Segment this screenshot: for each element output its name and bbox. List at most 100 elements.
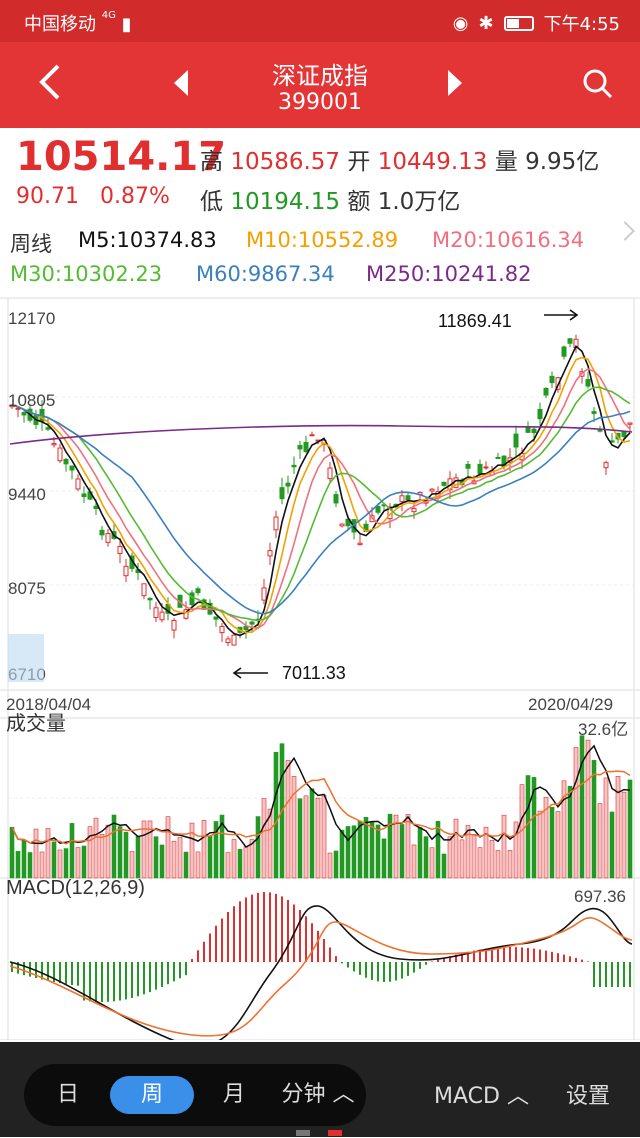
volume-bar	[201, 820, 207, 879]
volume-bar	[471, 834, 477, 879]
ma60-label: M60:9867.34	[196, 262, 335, 286]
open-value: 10449.13	[377, 149, 488, 175]
volume-bar	[225, 852, 231, 879]
candle-body	[249, 621, 255, 625]
candle-body	[219, 625, 225, 634]
volume-bar	[213, 821, 219, 879]
candle-body	[297, 445, 303, 450]
candle-body	[75, 478, 81, 490]
volume-bar	[459, 839, 465, 879]
arrow-right-icon	[544, 309, 579, 321]
candle-body	[375, 506, 381, 513]
network-type: 4G	[101, 10, 116, 21]
bottom-bar: 日 周 月 分钟 ︿ MACD ︿ 设置	[0, 1042, 640, 1137]
chevron-up-icon: ︿	[506, 1084, 529, 1109]
candle-body	[291, 464, 297, 468]
battery-icon	[503, 15, 534, 31]
date-start: 2018/04/04	[6, 695, 91, 714]
search-icon	[583, 69, 613, 99]
macd-dea-line	[9, 917, 633, 1037]
volume-bars	[9, 735, 633, 879]
macd-lines	[9, 905, 633, 1040]
candle-body	[279, 487, 285, 500]
candle-body	[285, 482, 291, 487]
volume-bar	[555, 811, 561, 879]
expand-handle[interactable]	[8, 634, 44, 682]
volume-bar	[393, 814, 399, 879]
volume-label: 量	[494, 149, 518, 175]
volume-bar	[57, 849, 63, 879]
quote-row-2: 低 10194.15 额 1.0万亿	[200, 182, 460, 216]
macd-dif-line	[9, 905, 633, 1040]
macd-bars	[11, 892, 631, 1002]
volume-bar	[105, 824, 111, 879]
period-tabs: 日 周 月 分钟 ︿	[24, 1064, 366, 1126]
y-tick-label: 9440	[8, 485, 46, 504]
clock: 下午4:55	[543, 14, 620, 35]
low-label: 低	[200, 189, 223, 215]
volume-bar	[561, 780, 567, 879]
candle-body	[213, 616, 219, 620]
volume-bar	[339, 829, 345, 879]
candle-body	[147, 597, 153, 601]
y-tick-label: 10805	[8, 391, 55, 410]
volume-bar	[609, 811, 615, 879]
settings-button[interactable]: 设置	[566, 1084, 611, 1109]
back-button[interactable]	[36, 62, 64, 109]
kline-chart[interactable]: 12170 10805 9440 8075 6710 11869.41 7011…	[0, 294, 640, 1040]
candle-body	[465, 463, 471, 469]
volume-bar	[33, 828, 39, 879]
volume-bar	[69, 823, 75, 879]
price-change: 90.71 0.87%	[16, 184, 170, 209]
volume-bar	[87, 826, 93, 879]
volume-bar	[9, 826, 15, 879]
tab-minute[interactable]: 分钟 ︿	[274, 1076, 362, 1114]
volume-bar	[51, 841, 57, 879]
candle-body	[339, 523, 345, 527]
volume-bar	[573, 747, 579, 879]
signal-icon: ▮	[121, 14, 132, 35]
tab-week[interactable]: 周	[110, 1076, 194, 1114]
chart-grid	[0, 297, 640, 1040]
volume-value: 9.95亿	[525, 149, 600, 175]
tab-month[interactable]: 月	[222, 1082, 245, 1107]
search-button[interactable]	[582, 68, 614, 100]
volume-bar	[543, 797, 549, 879]
candle-body	[303, 441, 309, 452]
volume-bar	[297, 798, 303, 879]
stock-code: 399001	[278, 90, 362, 115]
candle-body	[561, 346, 567, 357]
volume-bar	[447, 836, 453, 879]
indicator-label: MACD	[434, 1084, 500, 1109]
volume-bar	[99, 833, 105, 879]
expand-icon[interactable]	[615, 221, 635, 241]
volume-bar	[27, 852, 33, 879]
candle-body	[531, 428, 537, 434]
tab-day[interactable]: 日	[56, 1082, 79, 1107]
candle-body	[57, 447, 63, 462]
volume-bar	[255, 816, 261, 879]
volume-bar	[111, 814, 117, 879]
status-bar: 中国移动 4G ▮ ◉ ✱ 下午4:55	[0, 0, 640, 42]
volume-bar	[357, 820, 363, 879]
stock-name: 深证成指	[272, 62, 368, 90]
candle-body	[621, 431, 627, 437]
volume-bar	[45, 828, 51, 879]
volume-bar	[351, 825, 357, 879]
amount-label: 额	[347, 189, 371, 215]
ma250-line	[9, 424, 633, 445]
indicator-button[interactable]: MACD ︿	[434, 1078, 529, 1110]
candle-body	[189, 592, 195, 606]
volume-bar	[81, 845, 87, 879]
volume-bar	[363, 816, 369, 879]
volume-bar	[15, 851, 21, 879]
low-value: 10194.15	[230, 189, 341, 215]
volume-bar	[153, 836, 159, 879]
candle-body	[171, 619, 177, 631]
low-annotation: 7011.33	[282, 663, 346, 683]
next-stock-button[interactable]	[446, 68, 464, 105]
volume-bar	[345, 826, 351, 879]
ma30-line	[11, 386, 631, 622]
prev-stock-button[interactable]	[172, 68, 190, 105]
candle-body	[69, 465, 75, 471]
